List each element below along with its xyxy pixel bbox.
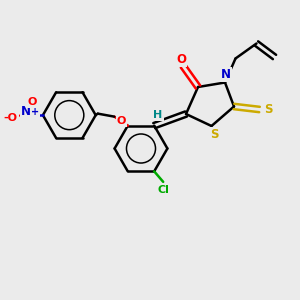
Text: H: H [154,110,163,120]
Text: S: S [264,103,272,116]
Text: N: N [21,105,31,118]
Text: S: S [210,128,219,141]
Text: O: O [27,97,37,106]
Text: O: O [176,53,186,66]
Text: N: N [221,68,231,81]
Text: -O: -O [4,112,18,122]
Text: Cl: Cl [158,185,170,195]
Text: +: + [31,106,39,116]
Text: O: O [116,116,126,126]
